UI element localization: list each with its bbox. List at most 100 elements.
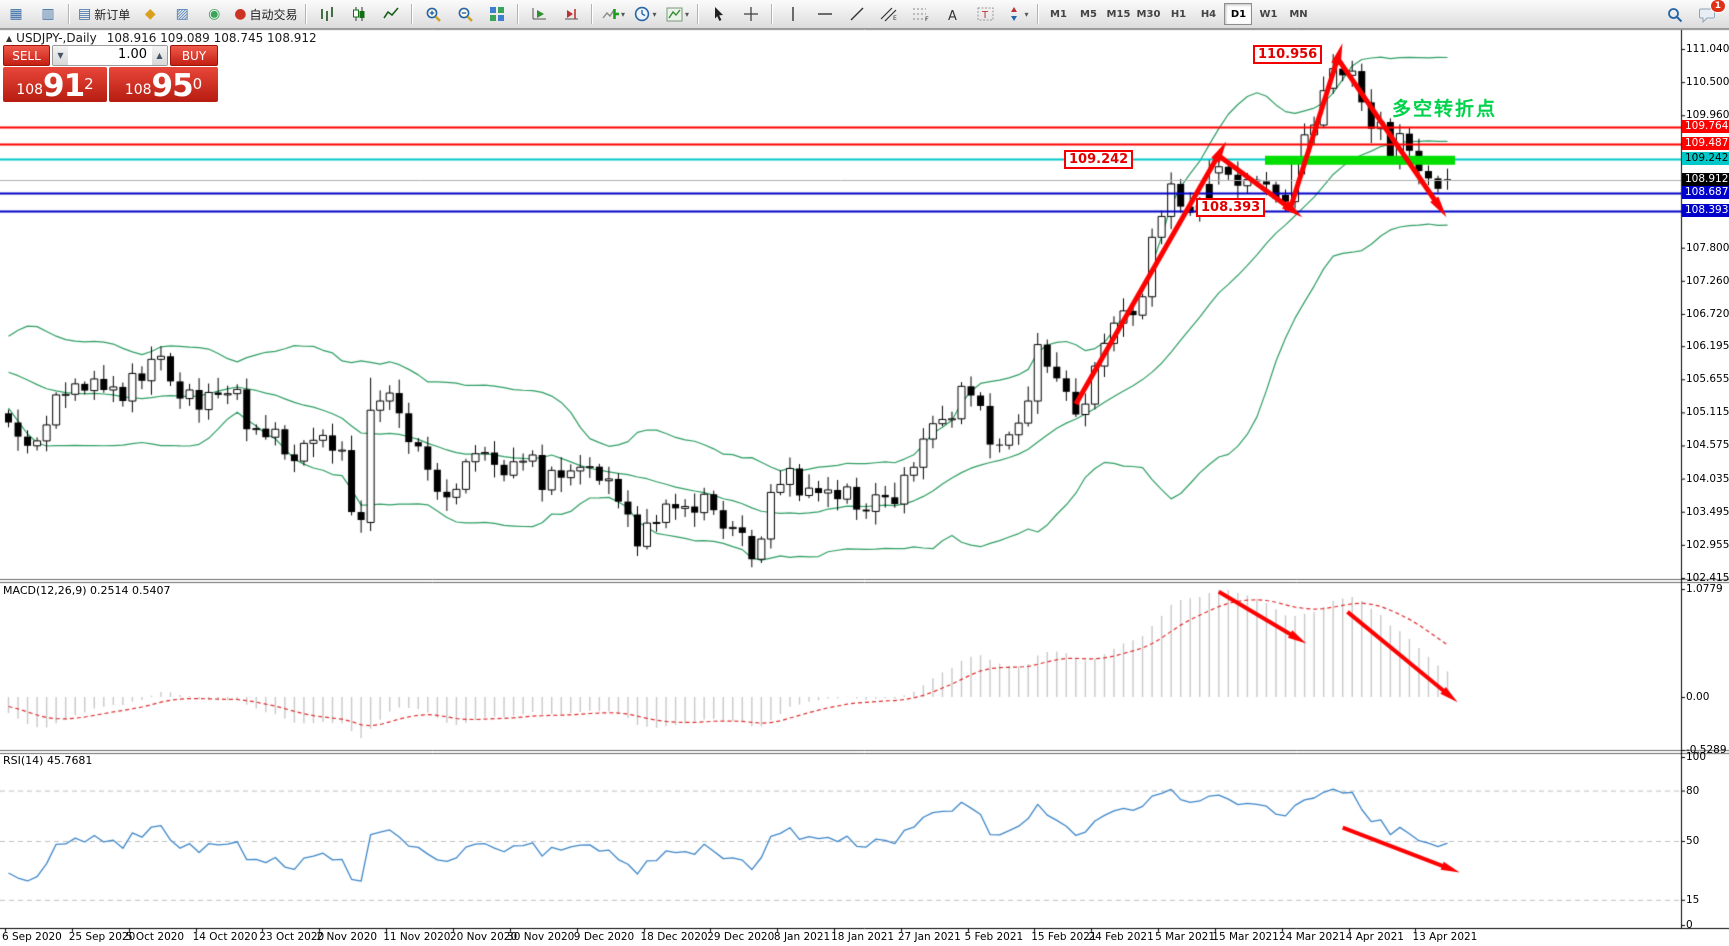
- main-toolbar: ▦ ▥ ▤ 新订单 ◆ ▨ ◉ ● 自动交易 ▾ ▾ ▾ E F A T ▾ M1 M5 M15 M30 H1 H4 D1 W1…: [0, 0, 1729, 29]
- candlestick-icon[interactable]: [344, 1, 374, 27]
- autotrading-button[interactable]: ● 自动交易: [231, 1, 300, 27]
- toolbar-separator: [411, 4, 414, 24]
- timeframe-w1-button[interactable]: W1: [1259, 8, 1278, 20]
- price-axis-tick: 103.495: [1686, 505, 1729, 518]
- trendline-icon[interactable]: [842, 1, 872, 27]
- cursor-icon[interactable]: [704, 1, 734, 27]
- price-axis-tick: 107.260: [1686, 274, 1729, 287]
- volume-decrease-button[interactable]: ▼: [53, 46, 68, 65]
- text-label-icon[interactable]: T: [970, 1, 1000, 27]
- tile-windows-icon[interactable]: [482, 1, 512, 27]
- chat-icon[interactable]: 1: [1692, 0, 1726, 28]
- periods-icon[interactable]: ▾: [630, 1, 660, 27]
- volume-increase-button[interactable]: ▲: [152, 46, 167, 65]
- volume-stepper: ▼ 1.00 ▲: [52, 45, 168, 66]
- dropdown-caret-icon[interactable]: ▾: [684, 9, 689, 19]
- price-axis-badge: 108.687: [1682, 186, 1729, 200]
- price-annotation-label[interactable]: 108.393: [1196, 198, 1266, 217]
- sell-price-point: 2: [84, 75, 94, 93]
- date-axis-label: 15 Feb 2021: [1031, 931, 1097, 943]
- collapse-one-click-icon[interactable]: ▲: [6, 33, 13, 43]
- date-axis-label: 2 Nov 2020: [316, 931, 378, 943]
- buy-price-handle: 108: [124, 82, 152, 98]
- crosshair-icon[interactable]: [736, 1, 766, 27]
- sell-price-pips: 91: [43, 68, 85, 104]
- price-axis-tick: 105.115: [1686, 406, 1729, 419]
- buy-price[interactable]: 108 95 0: [109, 67, 218, 102]
- signals-icon[interactable]: ◉: [199, 1, 229, 27]
- date-axis-label: 23 Oct 2020: [259, 931, 325, 943]
- macd-axis-tick: -0.5289: [1686, 743, 1727, 756]
- timeframe-m30-button[interactable]: M30: [1136, 8, 1161, 20]
- chat-badge: 1: [1709, 0, 1726, 13]
- date-axis-label: 11 Nov 2020: [383, 931, 451, 943]
- volume-value[interactable]: 1.00: [118, 47, 147, 62]
- new-order-button-label: 新订单: [94, 7, 131, 22]
- dropdown-caret-icon[interactable]: ▾: [620, 9, 625, 19]
- rsi-axis-tick: 15: [1686, 893, 1700, 906]
- price-axis-tick: 102.955: [1686, 538, 1729, 551]
- buy-button[interactable]: BUY: [170, 45, 218, 66]
- autotrading-button: ●: [234, 6, 247, 22]
- templates-icon[interactable]: ▾: [662, 1, 692, 27]
- price-annotation-label[interactable]: 110.956: [1253, 45, 1323, 64]
- search-icon[interactable]: [1660, 2, 1690, 28]
- zoom-in-icon[interactable]: [418, 1, 448, 27]
- date-axis-label: 8 Jan 2021: [773, 931, 831, 943]
- timeframe-m5-button[interactable]: M5: [1080, 8, 1097, 20]
- auto-scroll-icon[interactable]: [524, 1, 554, 27]
- date-axis-label: 25 Sep 2020: [68, 931, 136, 943]
- macd-label: MACD(12,26,9) 0.2514 0.5407: [3, 584, 171, 597]
- text-icon[interactable]: A: [938, 1, 968, 27]
- trend-note-annotation[interactable]: 多空转折点: [1392, 98, 1498, 120]
- price-axis-tick: 109.960: [1686, 109, 1729, 122]
- rsi-axis-tick: 100: [1686, 751, 1707, 763]
- vertical-line-icon[interactable]: [778, 1, 808, 27]
- timeframe-m15-button[interactable]: M15: [1106, 8, 1131, 20]
- line-chart-icon[interactable]: [376, 1, 406, 27]
- price-axis-tick: 111.040: [1686, 43, 1729, 55]
- bar-chart-icon[interactable]: [312, 1, 342, 27]
- price-axis-tick: 102.415: [1686, 571, 1729, 584]
- zoom-out-icon[interactable]: [450, 1, 480, 27]
- dropdown-caret-icon[interactable]: ▾: [1024, 9, 1029, 19]
- shapes-icon[interactable]: ▾: [1002, 1, 1032, 27]
- dropdown-caret-icon[interactable]: ▾: [652, 9, 657, 19]
- chart-shift-icon[interactable]: [556, 1, 586, 27]
- profiles-icon[interactable]: ▥: [33, 1, 63, 27]
- price-axis-badge: 109.487: [1682, 137, 1729, 151]
- timeframe-mn-button[interactable]: MN: [1289, 8, 1308, 20]
- channel-icon[interactable]: E: [874, 1, 904, 27]
- new-order-button[interactable]: ▤ 新订单: [75, 1, 133, 27]
- fibonacci-icon[interactable]: F: [906, 1, 936, 27]
- sell-price[interactable]: 108 91 2: [3, 67, 107, 102]
- date-axis-label: 18 Jan 2021: [831, 931, 895, 943]
- sell-button[interactable]: SELL: [3, 45, 50, 66]
- svg-text:F: F: [925, 15, 929, 22]
- signals-icon: ◉: [208, 6, 221, 22]
- price-annotation-label[interactable]: 109.242: [1064, 150, 1134, 169]
- new-chart-icon[interactable]: ▦: [1, 1, 31, 27]
- price-axis-tick: 104.035: [1686, 472, 1729, 485]
- indicators-icon[interactable]: ▾: [598, 1, 628, 27]
- date-axis-label: 4 Apr 2021: [1345, 931, 1404, 943]
- timeframe-h1-button[interactable]: H1: [1170, 8, 1187, 20]
- chart-title: ▲ USDJPY-,Daily 108.916 109.089 108.745 …: [6, 31, 317, 45]
- date-axis-label: 18 Dec 2020: [640, 931, 708, 943]
- date-axis-label: 29 Dec 2020: [707, 931, 775, 943]
- timeframe-d1-button[interactable]: D1: [1224, 3, 1253, 25]
- buy-price-pips: 95: [151, 68, 194, 104]
- price-axis-tick: 104.575: [1686, 439, 1729, 452]
- toolbar-separator: [305, 4, 308, 24]
- metaeditor-icon[interactable]: ◆: [135, 1, 165, 27]
- horizontal-line-icon[interactable]: [810, 1, 840, 27]
- timeframe-h4-button[interactable]: H4: [1200, 8, 1217, 20]
- price-axis-badge: 108.912: [1682, 172, 1729, 186]
- one-click-trading-panel: SELL ▼ 1.00 ▲ BUY 108 91 2 108 95 0: [3, 45, 218, 102]
- metaeditor-icon: ◆: [144, 6, 156, 22]
- ohlc-values: 108.916 109.089 108.745 108.912: [106, 31, 317, 45]
- date-axis-label: 5 Oct 2020: [125, 931, 185, 943]
- timeframe-m1-button[interactable]: M1: [1050, 8, 1067, 20]
- terminal-icon[interactable]: ▨: [167, 1, 197, 27]
